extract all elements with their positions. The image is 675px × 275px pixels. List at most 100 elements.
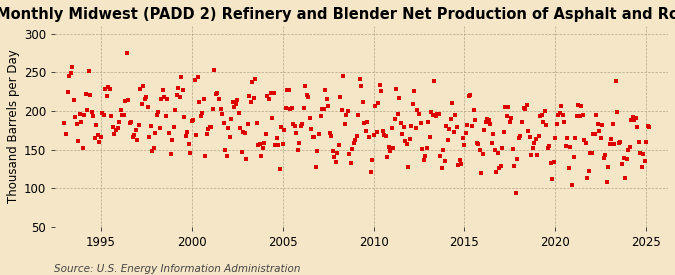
Point: [414, 112, 425, 117]
Point: [379, 133, 389, 138]
Point: [454, 158, 465, 162]
Point: [597, 123, 608, 127]
Point: [284, 88, 294, 92]
Point: [488, 131, 499, 136]
Point: [304, 116, 315, 120]
Point: [147, 149, 158, 153]
Point: [254, 142, 265, 146]
Point: [518, 106, 529, 110]
Point: [583, 169, 594, 173]
Point: [423, 120, 433, 124]
Point: [506, 116, 517, 120]
Point: [448, 130, 459, 134]
Point: [205, 124, 215, 129]
Point: [242, 122, 253, 127]
Point: [259, 141, 270, 145]
Point: [333, 143, 344, 147]
Point: [235, 126, 246, 130]
Point: [221, 154, 232, 159]
Point: [618, 156, 629, 161]
Point: [100, 87, 111, 91]
Point: [354, 77, 365, 82]
Point: [123, 98, 134, 102]
Point: [139, 97, 150, 101]
Point: [206, 125, 217, 129]
Point: [256, 154, 267, 158]
Point: [318, 106, 329, 111]
Point: [628, 118, 639, 123]
Point: [409, 89, 420, 94]
Point: [576, 103, 587, 108]
Point: [641, 140, 651, 145]
Point: [515, 134, 526, 138]
Point: [341, 113, 352, 117]
Point: [453, 163, 464, 167]
Point: [151, 113, 162, 118]
Point: [217, 111, 227, 116]
Point: [286, 106, 297, 110]
Point: [588, 132, 599, 136]
Point: [621, 157, 632, 161]
Point: [234, 111, 244, 116]
Point: [599, 156, 610, 160]
Point: [342, 109, 353, 113]
Point: [551, 122, 562, 127]
Point: [317, 107, 327, 112]
Point: [219, 147, 230, 152]
Point: [338, 74, 349, 78]
Point: [101, 94, 112, 98]
Point: [329, 155, 340, 159]
Point: [400, 139, 411, 143]
Point: [63, 73, 74, 78]
Point: [229, 105, 240, 109]
Point: [458, 136, 468, 141]
Point: [382, 155, 393, 160]
Point: [117, 113, 128, 117]
Point: [209, 68, 220, 73]
Point: [171, 93, 182, 97]
Point: [364, 135, 375, 139]
Point: [132, 138, 142, 142]
Point: [150, 131, 161, 135]
Point: [238, 130, 248, 134]
Point: [241, 157, 252, 161]
Point: [452, 124, 462, 129]
Point: [356, 84, 367, 89]
Point: [392, 112, 403, 117]
Point: [198, 97, 209, 101]
Point: [368, 132, 379, 137]
Point: [391, 87, 402, 91]
Point: [97, 111, 108, 115]
Point: [294, 141, 304, 145]
Point: [103, 84, 114, 89]
Point: [541, 123, 551, 128]
Point: [538, 120, 549, 124]
Point: [182, 130, 192, 134]
Point: [509, 164, 520, 168]
Point: [135, 87, 146, 92]
Point: [95, 135, 106, 139]
Point: [180, 134, 191, 138]
Point: [594, 129, 605, 133]
Point: [374, 83, 385, 87]
Point: [155, 126, 165, 130]
Point: [556, 104, 567, 108]
Point: [439, 159, 450, 163]
Point: [603, 165, 614, 170]
Point: [350, 138, 360, 142]
Point: [188, 118, 198, 122]
Point: [514, 136, 524, 141]
Point: [644, 125, 655, 129]
Point: [383, 145, 394, 150]
Point: [580, 141, 591, 145]
Point: [277, 142, 288, 147]
Point: [330, 160, 341, 164]
Point: [253, 142, 264, 147]
Point: [218, 121, 229, 125]
Point: [270, 143, 281, 147]
Point: [447, 101, 458, 105]
Point: [527, 145, 538, 150]
Point: [252, 121, 263, 126]
Point: [118, 113, 129, 117]
Point: [106, 114, 117, 118]
